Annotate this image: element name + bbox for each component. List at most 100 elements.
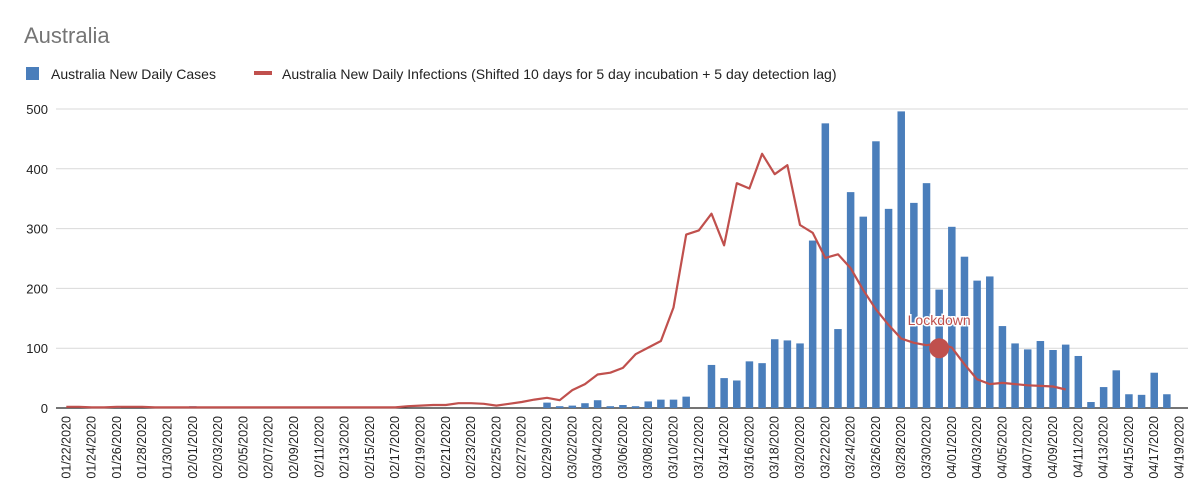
bar-series: [113, 111, 1171, 409]
x-tick-label: 01/24/2020: [85, 416, 99, 479]
x-tick-label: 03/04/2020: [591, 416, 605, 479]
bar-03/04/2020: [593, 400, 602, 408]
bar-04/12/2020: [1087, 402, 1095, 408]
x-tick-label: 02/23/2020: [464, 416, 478, 479]
x-tick-label: 03/02/2020: [565, 416, 579, 479]
bar-03/11/2020: [682, 396, 690, 408]
bar-03/07/2020: [631, 406, 640, 408]
x-tick-label: 02/25/2020: [489, 416, 503, 479]
x-tick-label: 02/07/2020: [262, 416, 276, 479]
bar-04/16/2020: [1137, 394, 1146, 408]
bar-04/17/2020: [1150, 372, 1158, 408]
bar-03/14/2020: [720, 378, 728, 408]
x-tick-label: 02/19/2020: [414, 416, 428, 479]
x-tick-label: 04/05/2020: [995, 416, 1009, 479]
x-tick-label: 04/11/2020: [1071, 416, 1085, 478]
bar-03/25/2020: [859, 216, 868, 408]
bar-03/01/2020: [555, 406, 564, 408]
bar-03/28/2020: [897, 111, 905, 408]
bar-03/17/2020: [758, 363, 766, 408]
bar-04/15/2020: [1125, 394, 1133, 408]
bar-04/10/2020: [1061, 344, 1070, 408]
bar-04/11/2020: [1074, 355, 1083, 408]
legend-label-infections: Australia New Daily Infections (Shifted …: [282, 66, 836, 82]
x-tick-label: 02/03/2020: [211, 416, 225, 479]
bar-03/27/2020: [884, 208, 893, 408]
x-tick-label: 01/26/2020: [110, 416, 124, 479]
y-tick-label: 100: [26, 341, 48, 356]
bar-03/08/2020: [644, 401, 652, 408]
bar-04/06/2020: [1011, 343, 1019, 408]
line-series: [66, 152, 1066, 409]
bar-04/13/2020: [1099, 387, 1108, 408]
bar-03/06/2020: [619, 405, 627, 408]
y-tick-label: 200: [26, 281, 48, 296]
y-tick-label: 400: [26, 162, 48, 177]
bar-03/10/2020: [669, 399, 678, 408]
legend-label-cases: Australia New Daily Cases: [51, 66, 216, 82]
x-tick-label: 01/30/2020: [161, 416, 175, 479]
y-axis: 0 100 200 300 400 500: [26, 102, 48, 416]
x-tick-label: 03/24/2020: [844, 416, 858, 479]
x-tick-label: 04/03/2020: [970, 416, 984, 479]
y-tick-label: 0: [41, 401, 48, 416]
x-tick-label: 03/16/2020: [742, 416, 756, 479]
x-tick-label: 03/10/2020: [667, 416, 681, 479]
x-tick-label: 02/29/2020: [540, 416, 554, 479]
x-tick-label: 03/14/2020: [717, 416, 731, 479]
x-tick-label: 01/28/2020: [135, 416, 149, 479]
bar-03/29/2020: [910, 202, 918, 408]
bar-03/09/2020: [657, 399, 665, 408]
bar-04/14/2020: [1112, 370, 1121, 408]
bar-03/18/2020: [770, 339, 779, 408]
bar-04/03/2020: [973, 280, 981, 408]
bar-04/07/2020: [1023, 349, 1032, 408]
x-axis: 01/22/2020 01/24/2020 01/26/2020 01/28/2020…: [59, 416, 1186, 479]
bar-03/03/2020: [581, 403, 589, 408]
bar-03/05/2020: [606, 406, 615, 408]
bar-03/16/2020: [745, 361, 754, 408]
x-tick-label: 04/07/2020: [1021, 416, 1035, 479]
y-tick-label: 500: [26, 102, 48, 117]
x-tick-label: 01/22/2020: [59, 416, 73, 479]
x-tick-label: 04/01/2020: [945, 416, 959, 479]
bar-04/08/2020: [1036, 341, 1045, 408]
bar-03/26/2020: [872, 141, 880, 409]
legend: Australia New Daily Cases Australia New …: [26, 66, 836, 82]
bar-03/20/2020: [796, 343, 804, 408]
lockdown-label: Lockdown: [908, 312, 971, 328]
bar-03/30/2020: [922, 183, 931, 408]
x-tick-label: 04/19/2020: [1173, 416, 1187, 479]
x-tick-label: 02/21/2020: [439, 416, 453, 479]
x-tick-label: 03/08/2020: [641, 416, 655, 479]
infections-line: [66, 152, 1066, 409]
bar-03/15/2020: [733, 380, 741, 408]
bar-04/05/2020: [998, 326, 1007, 408]
x-tick-label: 04/13/2020: [1097, 416, 1111, 479]
x-tick-label: 03/26/2020: [869, 416, 883, 479]
x-tick-label: 02/27/2020: [515, 416, 529, 479]
annotations: Lockdown: [906, 311, 972, 359]
y-tick-label: 300: [26, 222, 48, 237]
x-tick-label: 03/12/2020: [692, 416, 706, 479]
bar-03/02/2020: [568, 405, 577, 408]
x-tick-label: 02/15/2020: [363, 416, 377, 479]
bar-04/02/2020: [960, 256, 969, 408]
bar-03/13/2020: [707, 364, 716, 408]
x-tick-label: 03/22/2020: [818, 416, 832, 479]
bar-04/18/2020: [1163, 394, 1171, 408]
x-tick-label: 04/15/2020: [1122, 416, 1136, 479]
x-tick-label: 04/17/2020: [1147, 416, 1161, 479]
bar-04/01/2020: [948, 226, 956, 408]
x-tick-label: 03/06/2020: [616, 416, 630, 479]
bar-03/21/2020: [808, 240, 817, 408]
x-tick-label: 02/05/2020: [236, 416, 250, 479]
x-tick-label: 04/09/2020: [1046, 416, 1060, 479]
bar-03/24/2020: [846, 192, 855, 408]
x-tick-label: 03/20/2020: [793, 416, 807, 479]
bar-02/29/2020: [543, 402, 551, 408]
chart-title: Australia: [24, 23, 110, 48]
x-tick-label: 03/30/2020: [920, 416, 934, 479]
